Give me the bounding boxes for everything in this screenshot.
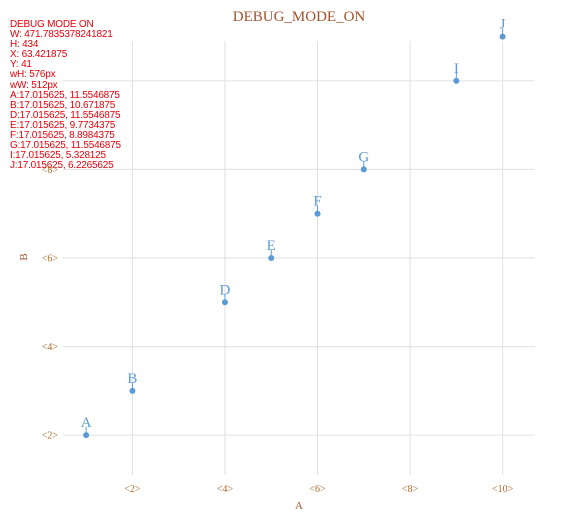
data-point bbox=[129, 387, 136, 394]
debug-line: E:17.015625, 9.7734375 bbox=[10, 119, 116, 131]
debug-line: DEBUG MODE ON bbox=[10, 19, 94, 30]
x-tick-label: <6> bbox=[309, 484, 326, 495]
chart-title: DEBUG_MODE_ON bbox=[233, 9, 366, 25]
point-label: J bbox=[500, 17, 506, 33]
data-points: A B D E F G I J bbox=[81, 17, 506, 439]
debug-line: I:17.015625, 5.328125 bbox=[10, 150, 106, 162]
debug-line: J:17.015625, 6.2265625 bbox=[10, 160, 114, 172]
y-tick-label: <2> bbox=[42, 431, 59, 442]
point-label: A bbox=[81, 415, 92, 431]
debug-line: X: 63.421875 bbox=[10, 49, 68, 61]
debug-line: A:17.015625, 11.5546875 bbox=[10, 89, 120, 101]
x-tick-label: <10> bbox=[492, 484, 514, 495]
debug-line: W: 471.7835378241821 bbox=[10, 29, 113, 41]
data-point bbox=[453, 77, 460, 84]
y-tick-label: <4> bbox=[42, 342, 59, 353]
x-tick-label: <8> bbox=[402, 484, 419, 495]
point-label: B bbox=[127, 371, 137, 387]
x-axis-label: A bbox=[295, 500, 303, 512]
debug-line: H: 434 bbox=[10, 39, 39, 51]
x-tick-label: <4> bbox=[217, 484, 234, 495]
y-axis-ticks: <2> <4> <6> <8> bbox=[42, 165, 59, 442]
data-point bbox=[268, 255, 275, 261]
data-point bbox=[83, 432, 90, 439]
data-point bbox=[221, 299, 228, 306]
y-axis-label: B bbox=[18, 253, 30, 260]
point-label: E bbox=[267, 238, 276, 254]
grid bbox=[63, 41, 535, 475]
point-label: D bbox=[220, 282, 231, 298]
debug-line: wH: 576px bbox=[10, 69, 56, 81]
debug-line: D:17.015625, 11.5546875 bbox=[10, 109, 121, 121]
debug-line: Y: 41 bbox=[10, 59, 32, 71]
debug-overlay: DEBUG MODE ON W: 471.7835378241821 H: 434 X… bbox=[10, 19, 121, 172]
data-point bbox=[360, 166, 367, 173]
debug-line: G:17.015625, 11.5546875 bbox=[10, 140, 121, 152]
debug-line: B:17.015625, 10.671875 bbox=[10, 99, 116, 111]
point-label: G bbox=[358, 149, 369, 165]
y-tick-label: <6> bbox=[42, 254, 59, 265]
point-label: I bbox=[454, 61, 459, 77]
x-axis-ticks: <2> <4> <6> <8> <10> bbox=[124, 484, 513, 495]
point-label: F bbox=[313, 194, 321, 210]
debug-line: F:17.015625, 8.8984375 bbox=[10, 130, 115, 142]
y-tick-label: <8> bbox=[42, 165, 59, 176]
data-point bbox=[314, 210, 321, 217]
x-tick-label: <2> bbox=[124, 484, 141, 495]
data-point bbox=[499, 33, 506, 40]
debug-line: wW: 512px bbox=[10, 79, 58, 91]
